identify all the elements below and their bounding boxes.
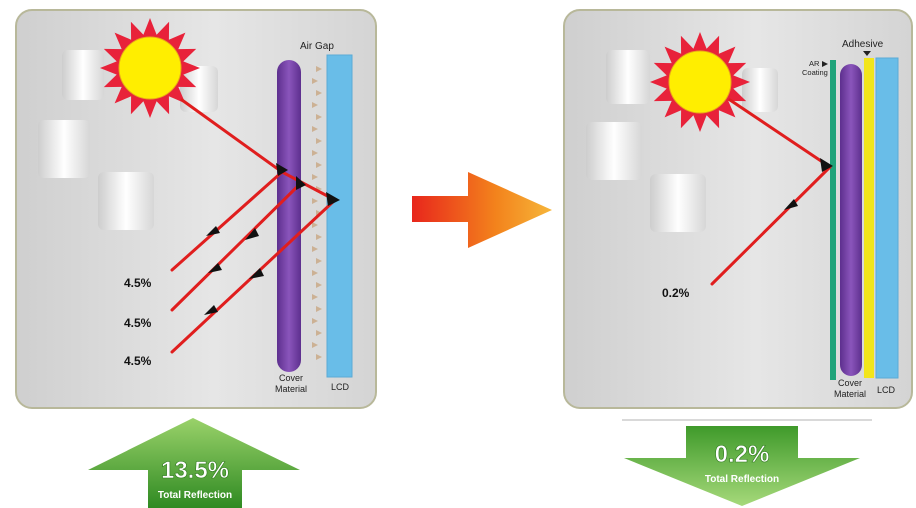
sun-icon	[100, 18, 200, 118]
right-panel: Adhesive AR Coating Cover Material LCD 0…	[563, 9, 913, 409]
air-gap-dot	[316, 138, 322, 144]
lcd-layer	[326, 54, 353, 378]
ray-arrowhead	[296, 176, 306, 190]
cover-material-layer	[277, 60, 301, 372]
air-gap-dot	[312, 150, 318, 156]
reflected-ray	[710, 165, 832, 286]
total-reflection-up-arrow: 13.5% Total Reflection	[88, 418, 300, 508]
air-gap-dot	[316, 90, 322, 96]
decor-cylinder	[742, 68, 778, 112]
air-gap-dot	[316, 234, 322, 240]
decor-cylinder	[586, 122, 642, 180]
total-reflection-label: Total Reflection	[705, 474, 779, 485]
decor-cylinders	[586, 50, 778, 232]
ray-arrowhead	[245, 228, 259, 240]
reflection-value-3: 4.5%	[124, 354, 152, 368]
air-gap-dot	[312, 294, 318, 300]
reflected-ray-1	[170, 170, 284, 272]
air-gap-dot	[312, 270, 318, 276]
arrow-up-icon	[88, 418, 300, 508]
ar-pointer-icon	[822, 61, 828, 67]
ray-arrowhead	[276, 163, 288, 176]
cover-material-label-line2: Material	[275, 384, 307, 394]
ray-arrowhead	[326, 192, 340, 206]
air-gap-dot	[312, 102, 318, 108]
air-gap-label: Air Gap	[300, 41, 334, 52]
total-reflection-value: 0.2%	[715, 441, 770, 468]
decor-cylinder	[606, 50, 650, 104]
sun-core	[668, 50, 732, 114]
air-gap-dot	[312, 246, 318, 252]
sun-icon	[650, 32, 750, 132]
cover-material-label-line1: Cover	[279, 373, 303, 383]
light-rays	[710, 98, 832, 286]
air-gap-dot	[316, 306, 322, 312]
ar-coating-label-line1: AR	[809, 59, 820, 68]
ray-arrowheads	[784, 158, 833, 210]
cover-material-layer	[840, 64, 862, 376]
decor-cylinder	[38, 120, 90, 178]
reflection-value-2: 4.5%	[124, 316, 152, 330]
lcd-label: LCD	[877, 385, 896, 395]
reflection-value: 0.2%	[662, 286, 690, 300]
arrow-right-icon	[412, 172, 552, 248]
decor-cylinder	[62, 50, 104, 100]
ray-arrowhead	[249, 268, 264, 279]
adhesive-pointer-icon	[863, 51, 871, 56]
ar-coating-label-line2: Coating	[802, 68, 828, 77]
air-gap-dot	[312, 198, 318, 204]
cover-material-label-line1: Cover	[838, 378, 862, 388]
ray-arrowhead	[208, 263, 222, 273]
air-gap-dot	[312, 318, 318, 324]
right-panel-background	[563, 9, 913, 409]
air-gap-dot	[316, 114, 322, 120]
air-gap-dot	[316, 282, 322, 288]
decor-cylinder	[180, 66, 218, 112]
ray-arrowhead	[204, 305, 218, 315]
transition-arrow-shape	[412, 172, 552, 248]
ray-arrowhead	[784, 199, 798, 210]
reflection-value-1: 4.5%	[124, 276, 152, 290]
adhesive-layer	[864, 58, 874, 378]
lcd-layer	[875, 57, 899, 379]
sun-core	[118, 36, 182, 100]
air-gap-dot	[316, 66, 322, 72]
air-gap-dots	[312, 66, 322, 360]
left-panel: Air Gap Cover Material LCD 4.5% 4.5% 4.5…	[15, 9, 377, 409]
decor-cylinder	[98, 172, 154, 230]
air-gap-dot	[316, 258, 322, 264]
cover-material-label-line2: Material	[834, 389, 866, 399]
air-gap-dot	[312, 126, 318, 132]
total-reflection-label: Total Reflection	[158, 490, 232, 501]
total-reflection-down-arrow: 0.2% Total Reflection	[624, 426, 860, 506]
air-gap-dot	[312, 222, 318, 228]
ar-coating-layer	[830, 60, 836, 380]
air-gap-dot	[316, 330, 322, 336]
air-gap-dot	[312, 78, 318, 84]
air-gap-dot	[312, 342, 318, 348]
decor-cylinders	[38, 50, 218, 230]
ray-arrowheads	[204, 163, 340, 315]
adhesive-label: Adhesive	[842, 39, 884, 50]
air-gap-dot	[316, 354, 322, 360]
incident-ray	[728, 98, 832, 169]
ray-arrowhead	[820, 158, 833, 172]
decor-cylinder	[650, 174, 706, 232]
ray-arrowhead	[206, 226, 220, 236]
reflected-ray-2	[170, 182, 302, 312]
total-reflection-value: 13.5%	[161, 457, 229, 484]
arrow-down-icon	[624, 426, 860, 506]
lcd-label: LCD	[331, 382, 350, 392]
air-gap-dot	[316, 162, 322, 168]
air-gap-dot	[312, 174, 318, 180]
